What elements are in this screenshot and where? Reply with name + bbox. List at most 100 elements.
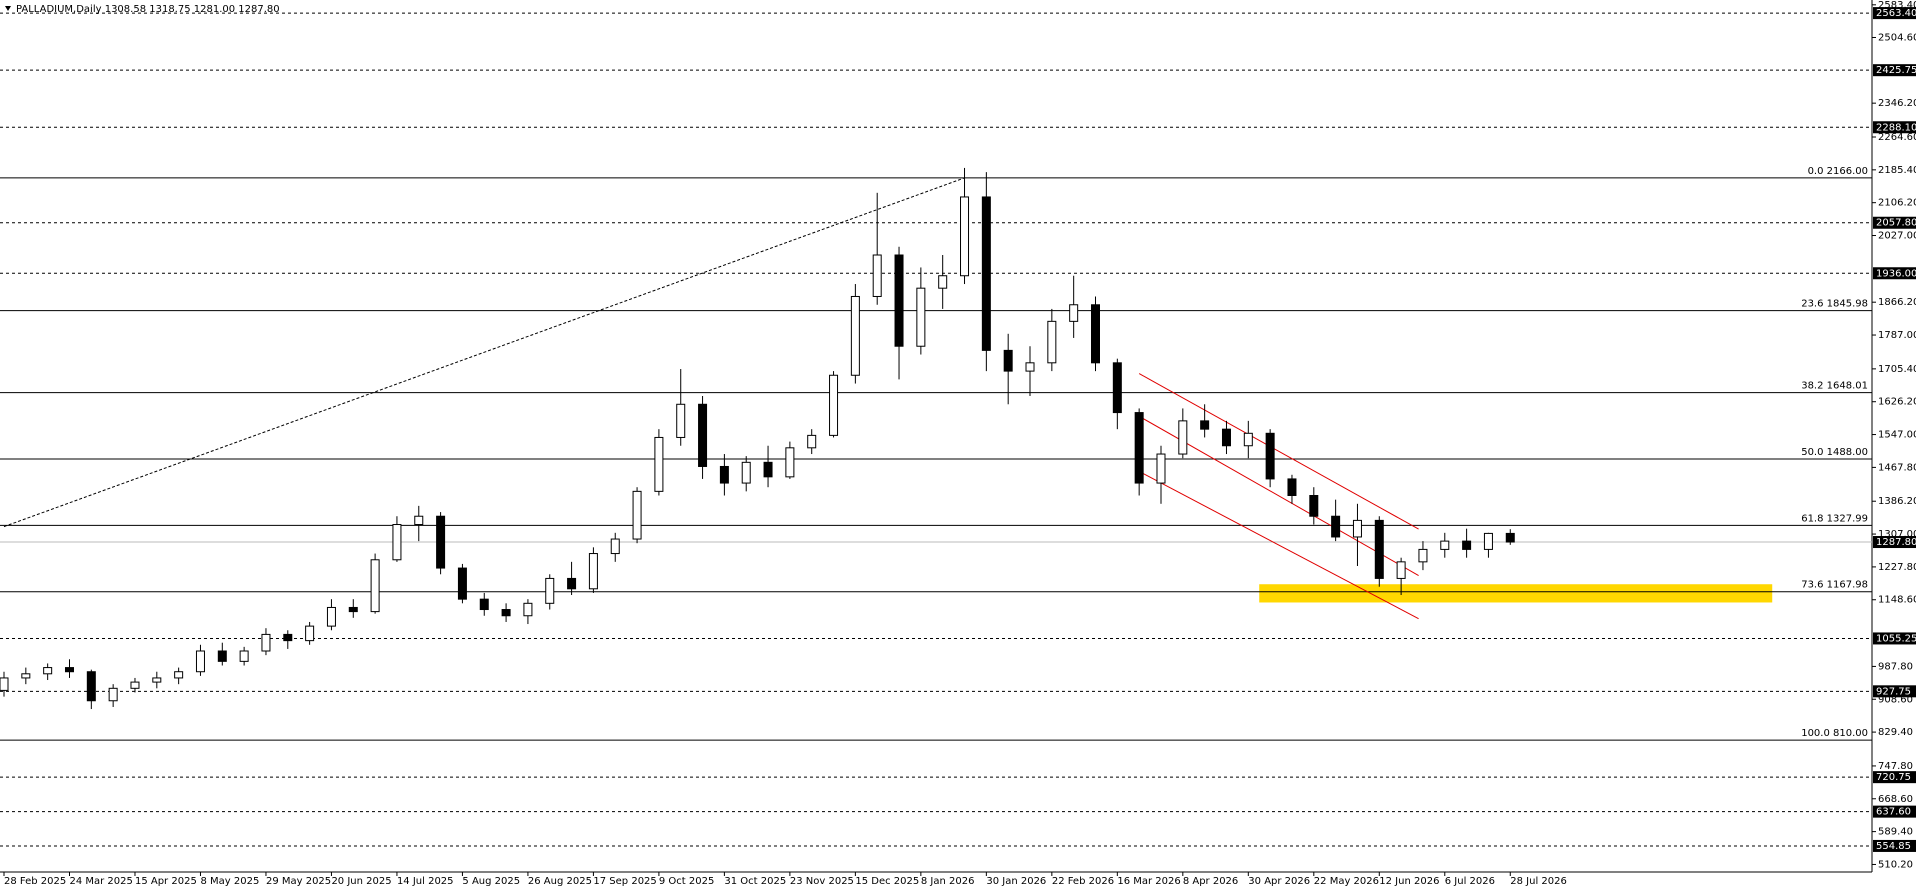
candle-body [1440,540,1450,550]
x-tick-label: 14 Jul 2025 [397,876,454,887]
level-label-bg [1873,685,1916,698]
last-price-label: 1287.80 [1876,537,1916,548]
x-tick-label: 28 Feb 2025 [4,876,66,887]
candle-body [763,461,773,478]
candle-body [829,374,839,436]
fib-label: 61.8 1327.99 [1801,513,1868,524]
candle-body [392,524,402,561]
y-tick-label: 589.40 [1878,827,1913,838]
candle-body [1156,453,1166,484]
y-tick-label: 1626.20 [1878,397,1916,408]
candle-body [1025,362,1035,372]
candle-body [348,606,358,613]
level-label: 720.75 [1876,772,1911,783]
y-tick-label: 1467.80 [1878,462,1916,473]
x-tick-label: 20 Jun 2025 [331,876,391,887]
candle-body [1396,561,1406,579]
candle-body [981,196,991,351]
level-label: 2563.40 [1876,8,1916,19]
candle-body [1505,532,1515,543]
candle-body [239,650,249,662]
y-tick-label: 829.40 [1878,727,1913,738]
candle-body [1418,548,1428,563]
candle-body [1091,304,1100,364]
x-tick-label: 22 Feb 2026 [1052,876,1114,887]
candle-body [654,436,664,492]
level-label: 927.75 [1876,686,1911,697]
candle-body [1265,432,1275,480]
candle-body [1221,428,1231,447]
candle-body [1134,412,1144,484]
candle-body [807,434,817,449]
candle-body [130,681,140,689]
x-tick-label: 26 Aug 2025 [528,876,592,887]
x-tick-label: 8 Jan 2026 [921,876,975,887]
y-tick-label: 1148.60 [1878,595,1916,606]
candle-body [305,625,315,642]
candle-body [916,287,926,347]
x-tick-label: 29 May 2025 [266,876,331,887]
candle-body [86,671,96,702]
x-tick-label: 30 Apr 2026 [1248,876,1310,887]
candle-body [1003,349,1013,372]
candle-body [1243,432,1253,447]
fib-label: 73.6 1167.98 [1801,580,1868,591]
candle-body [1483,532,1493,550]
level-label-bg [1873,805,1916,818]
last-price-label-bg [1873,536,1916,549]
fib-label: 38.2 1648.01 [1801,381,1868,392]
candle-body [501,609,511,617]
candle-body [523,602,533,617]
y-tick-label: 2185.40 [1878,165,1916,176]
collapse-icon [5,6,11,11]
candle-body [960,196,970,277]
y-tick-label: 2504.60 [1878,32,1916,43]
candle-body [588,553,598,590]
candle-body [64,667,74,673]
candle-body [152,677,162,683]
candle-body [1309,495,1319,517]
candle-body [567,577,577,590]
candle-body [43,667,53,675]
level-label-bg [1873,7,1916,20]
y-tick-label: 747.80 [1878,761,1913,772]
y-tick-label: 510.20 [1878,859,1913,870]
level-label: 2288.10 [1876,122,1916,133]
trendline [1138,373,1419,530]
candle-body [283,633,293,642]
candle-body [610,538,620,555]
fib-label: 0.0 2166.00 [1808,166,1868,177]
candle-body [1462,540,1472,550]
candle-body [1200,420,1210,430]
trendline [1138,471,1419,620]
x-tick-label: 15 Apr 2025 [135,876,197,887]
y-tick-label: 2346.20 [1878,98,1916,109]
y-tick-label: 668.60 [1878,794,1913,805]
candle-body [1331,515,1341,538]
level-label: 2425.75 [1876,65,1916,76]
candle-body [938,275,948,289]
y-tick-label: 908.60 [1878,694,1913,705]
fib-label: 23.6 1845.98 [1801,299,1868,310]
candle-body [0,677,9,691]
candle-body [195,650,205,673]
fib-label: 50.0 1488.00 [1801,447,1868,458]
level-label: 554.85 [1876,841,1911,852]
candle-body [632,490,642,540]
level-label: 2057.80 [1876,218,1916,229]
y-tick-label: 1227.80 [1878,562,1916,573]
x-tick-label: 30 Jan 2026 [986,876,1046,887]
level-label-bg [1873,839,1916,852]
y-tick-label: 1866.20 [1878,297,1916,308]
candle-body [1352,519,1362,538]
level-label-bg [1873,771,1916,784]
candle-body [261,633,271,652]
support-zone [1259,584,1773,603]
candle-body [1178,420,1188,455]
candle-body [1287,478,1297,497]
candle-body [850,295,860,376]
candle-body [894,254,904,347]
candle-body [479,598,489,611]
candle-body [1047,320,1057,364]
